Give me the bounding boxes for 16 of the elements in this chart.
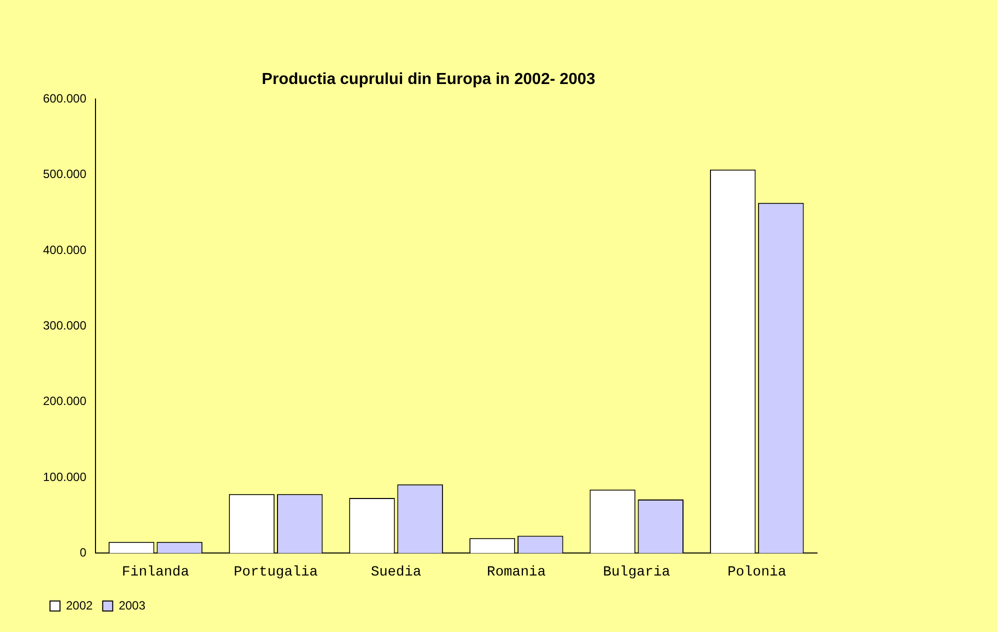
y-tick-label: 400.000 [42,242,87,257]
y-tick-label: 600.000 [42,92,87,106]
chart-title: Productia cuprului din Europa in 2002- 2003 [262,71,596,88]
x-tick-label: Suedia [370,564,422,580]
legend-label: 2003 [118,598,146,612]
x-tick-label: Finlanda [122,564,190,580]
x-tick-label: Bulgaria [602,564,670,580]
y-tick-label: 0 [80,546,87,560]
x-tick-label: Portugalia [234,564,318,580]
y-tick-label: 300.000 [42,318,87,333]
x-tick-label: Romania [486,564,546,580]
legend-label: 2002 [66,598,94,612]
y-tick-label: 100.000 [42,470,87,484]
y-tick-label: 200.000 [42,394,87,408]
x-tick-label: Polonia [727,564,786,580]
y-tick-label: 500.000 [42,167,87,182]
